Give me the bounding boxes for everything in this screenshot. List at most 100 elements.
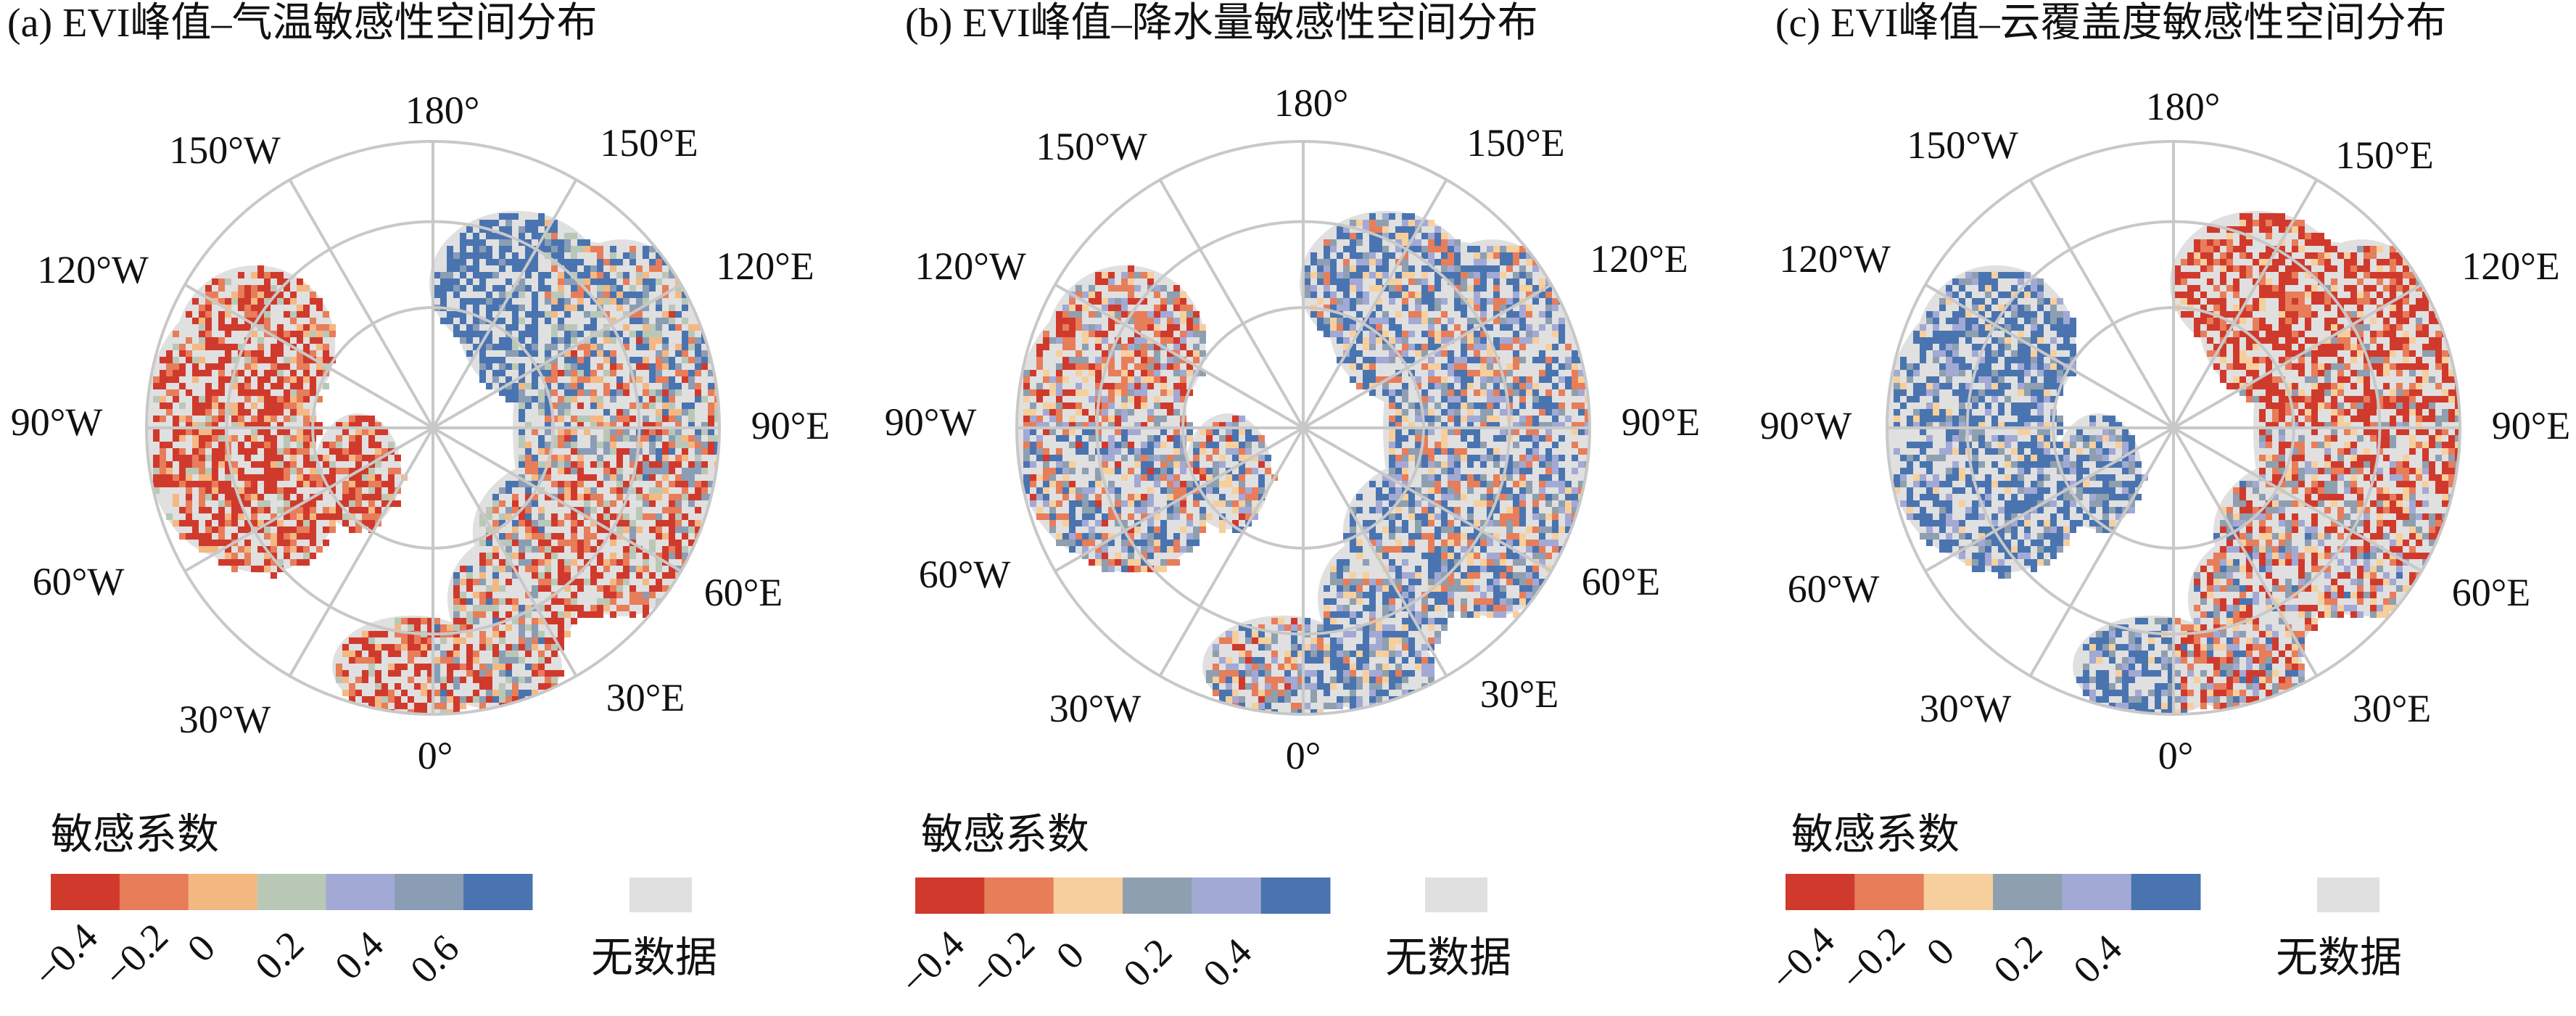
sensitivity-pixel [577,344,584,350]
sensitivity-pixel [1265,468,1271,474]
sensitivity-pixel [499,540,505,546]
sensitivity-pixel [558,455,564,461]
sensitivity-pixel [564,631,571,637]
sensitivity-pixel [610,468,616,474]
sensitivity-pixel [551,344,558,350]
sensitivity-pixel [1395,422,1402,429]
sensitivity-pixel [1493,318,1500,324]
sensitivity-pixel [525,468,532,474]
sensitivity-pixel [1245,513,1252,520]
sensitivity-pixel [1493,520,1500,526]
sensitivity-pixel [1369,585,1376,592]
sensitivity-pixel [610,533,616,540]
sensitivity-pixel [479,605,486,611]
sensitivity-pixel [1382,644,1389,651]
sensitivity-pixel [1454,285,1461,292]
sensitivity-pixel [1160,376,1167,383]
sensitivity-pixel [643,605,649,611]
sensitivity-pixel [1519,520,1526,526]
sensitivity-pixel [473,657,479,664]
sensitivity-pixel [1160,311,1167,318]
sensitivity-pixel [1448,605,1454,611]
sensitivity-pixel [284,416,290,422]
sensitivity-pixel [1278,618,1284,624]
sensitivity-pixel [1297,664,1304,670]
sensitivity-pixel [1389,292,1395,298]
sensitivity-pixel [1559,487,1565,494]
sensitivity-pixel [1487,481,1493,487]
sensitivity-pixel [1304,618,1310,624]
sensitivity-pixel [1467,585,1474,592]
sensitivity-pixel [1376,357,1382,363]
sensitivity-pixel [1389,481,1395,487]
sensitivity-pixel [375,657,381,664]
sensitivity-pixel [558,468,564,474]
sensitivity-pixel [414,624,421,631]
sensitivity-pixel [1069,422,1076,429]
sensitivity-pixel [1461,474,1467,481]
sensitivity-pixel [1128,500,1134,507]
sensitivity-pixel [257,357,264,363]
sensitivity-pixel [1369,598,1376,605]
sensitivity-pixel [1154,546,1160,553]
sensitivity-pixel [1160,526,1167,533]
sensitivity-pixel [336,448,342,455]
sensitivity-pixel [297,396,303,402]
sensitivity-pixel [1467,487,1474,494]
sensitivity-pixel [297,507,303,513]
sensitivity-pixel [1539,579,1545,585]
sensitivity-pixel [1395,526,1402,533]
sensitivity-pixel [545,546,551,553]
sensitivity-pixel [1062,540,1069,546]
sensitivity-pixel [271,455,277,461]
sensitivity-pixel [1500,409,1506,416]
sensitivity-pixel [1350,278,1356,285]
sensitivity-pixel [656,370,662,376]
sensitivity-pixel [1324,618,1330,624]
sensitivity-pixel [1310,670,1317,677]
sensitivity-pixel [1454,481,1461,487]
sensitivity-pixel [323,383,329,389]
sensitivity-pixel [616,585,623,592]
sensitivity-pixel [1369,683,1376,690]
sensitivity-pixel [473,233,479,239]
sensitivity-pixel [264,389,271,396]
sensitivity-pixel [466,598,473,605]
sensitivity-pixel [453,585,460,592]
sensitivity-pixel [1154,513,1160,520]
sensitivity-pixel [434,677,440,683]
sensitivity-pixel [362,677,368,683]
sensitivity-pixel [577,376,584,383]
sensitivity-pixel [1200,494,1206,500]
sensitivity-pixel [192,344,199,350]
sensitivity-pixel [695,383,701,389]
sensitivity-pixel [1076,363,1082,370]
sensitivity-pixel [1539,559,1545,566]
sensitivity-pixel [1213,664,1219,670]
sensitivity-pixel [453,572,460,579]
sensitivity-pixel [1245,657,1252,664]
sensitivity-pixel [1448,363,1454,370]
legend: 敏感系数 −0.4 −0.2 0 0.2 0.4 0.6 无数据 [25,811,717,996]
sensitivity-pixel [342,670,349,677]
sensitivity-pixel [1193,442,1200,448]
sensitivity-pixel [1539,474,1545,481]
sensitivity-pixel [1539,396,1545,402]
sensitivity-pixel [538,396,545,402]
sensitivity-pixel [656,598,662,605]
sensitivity-pixel [623,344,629,350]
sensitivity-pixel [1428,233,1434,239]
sensitivity-pixel [1167,318,1173,324]
sensitivity-pixel [1487,416,1493,422]
sensitivity-pixel [577,416,584,422]
sensitivity-pixel [186,350,192,357]
sensitivity-pixel [1089,481,1095,487]
sensitivity-pixel [212,448,218,455]
sensitivity-pixel [629,611,636,618]
sensitivity-pixel [695,487,701,494]
sensitivity-pixel [251,435,257,442]
sensitivity-pixel [251,402,257,409]
sensitivity-pixel [1585,416,1590,422]
sensitivity-pixel [577,494,584,500]
sensitivity-pixel [1141,540,1147,546]
